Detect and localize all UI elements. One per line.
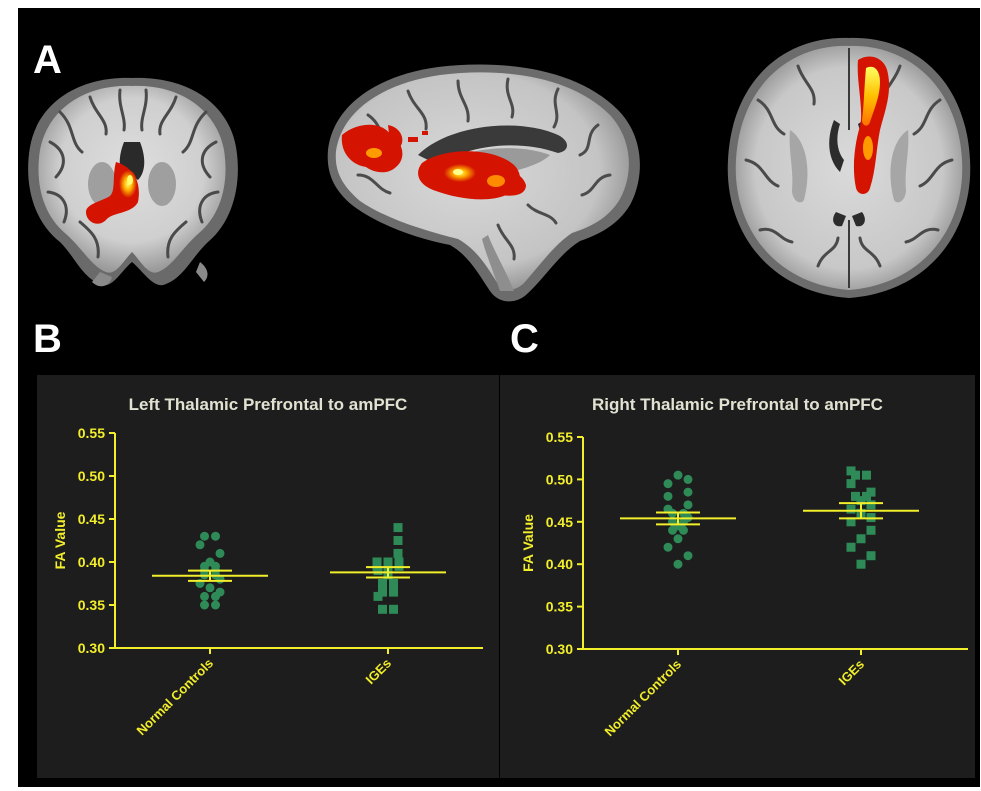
data-point-circle bbox=[200, 591, 209, 601]
y-tick-label: 0.30 bbox=[546, 641, 573, 657]
x-category-label: Normal Controls bbox=[134, 656, 217, 739]
x-category-label: IGEs bbox=[363, 656, 395, 688]
data-point-circle bbox=[200, 600, 209, 610]
data-point-circle bbox=[663, 491, 673, 501]
y-axis-label: FA Value bbox=[520, 514, 536, 572]
coronal-brain-slice-image bbox=[28, 77, 238, 287]
panel-label-b: B bbox=[33, 317, 62, 361]
data-point-circle bbox=[673, 559, 683, 569]
data-point-circle bbox=[215, 548, 225, 558]
y-tick-label: 0.45 bbox=[546, 514, 573, 530]
data-point-square bbox=[856, 496, 866, 506]
data-point-circle bbox=[195, 540, 205, 550]
data-point-square bbox=[862, 470, 871, 480]
data-point-square bbox=[373, 566, 383, 576]
data-point-square bbox=[378, 604, 387, 614]
data-point-circle bbox=[663, 542, 673, 552]
chart-title-left: Left Thalamic Prefrontal to amPFC bbox=[128, 395, 408, 414]
y-tick-label: 0.40 bbox=[78, 554, 105, 570]
x-category-label: IGEs bbox=[836, 657, 868, 689]
data-point-square bbox=[866, 500, 876, 510]
chart-panel-right: Right Thalamic Prefrontal to amPFC 0.30 0… bbox=[500, 375, 975, 778]
data-point-circle bbox=[668, 525, 677, 535]
chart-title-right: Right Thalamic Prefrontal to amPFC bbox=[592, 395, 883, 414]
y-tick-label: 0.35 bbox=[78, 597, 105, 613]
data-point-circle bbox=[211, 591, 220, 601]
y-tick-label: 0.40 bbox=[546, 556, 573, 572]
y-tick-label: 0.55 bbox=[546, 429, 573, 445]
chart-panel-left: Left Thalamic Prefrontal to amPFC 0.30 0.… bbox=[37, 375, 499, 778]
data-point-square bbox=[866, 525, 876, 535]
data-point-square bbox=[373, 591, 383, 601]
axial-brain-slice-image bbox=[727, 37, 971, 298]
data-point-circle bbox=[673, 534, 683, 544]
data-point-square bbox=[846, 504, 856, 514]
data-point-square bbox=[866, 551, 876, 561]
data-point-square bbox=[389, 587, 398, 597]
data-point-circle bbox=[683, 500, 693, 510]
data-point-square bbox=[851, 491, 860, 501]
data-point-square bbox=[389, 604, 398, 614]
y-tick-label: 0.30 bbox=[78, 640, 105, 656]
data-point-circle bbox=[683, 551, 693, 561]
data-point-square bbox=[846, 517, 856, 527]
data-point-circle bbox=[683, 487, 693, 497]
data-point-square bbox=[378, 579, 387, 588]
chart-plot-left: 0.30 0.35 0.40 0.45 0.50 0.55 FA Value Normal C… bbox=[52, 425, 483, 739]
data-point-circle bbox=[211, 531, 220, 541]
y-tick-label: 0.45 bbox=[78, 511, 105, 527]
data-point-square bbox=[393, 523, 403, 533]
data-point-circle bbox=[679, 525, 688, 535]
panel-label-c: C bbox=[510, 317, 539, 361]
panel-label-a: A bbox=[33, 38, 62, 82]
y-tick-label: 0.50 bbox=[78, 468, 105, 484]
data-point-circle bbox=[683, 474, 693, 484]
data-point-square bbox=[846, 479, 856, 489]
data-point-square bbox=[862, 491, 871, 501]
data-point-square bbox=[393, 536, 403, 545]
data-point-square bbox=[856, 534, 866, 544]
data-point-circle bbox=[663, 479, 673, 489]
data-point-circle bbox=[205, 583, 215, 593]
data-point-circle bbox=[200, 531, 209, 541]
y-axis-label: FA Value bbox=[52, 511, 68, 569]
y-tick-label: 0.35 bbox=[546, 599, 573, 615]
data-point-square bbox=[846, 542, 856, 552]
chart-plot-right: 0.30 0.35 0.40 0.45 0.50 0.55 FA Value Normal C… bbox=[520, 429, 968, 740]
sagittal-brain-slice-image bbox=[327, 64, 640, 302]
data-point-square bbox=[389, 579, 398, 588]
y-tick-label: 0.50 bbox=[546, 471, 573, 487]
data-point-square bbox=[856, 559, 866, 569]
y-tick-label: 0.55 bbox=[78, 425, 105, 441]
x-category-label: Normal Controls bbox=[602, 657, 685, 740]
data-point-square bbox=[393, 548, 403, 558]
data-point-circle bbox=[673, 470, 683, 480]
data-point-square bbox=[851, 470, 860, 480]
data-point-circle bbox=[211, 600, 220, 610]
